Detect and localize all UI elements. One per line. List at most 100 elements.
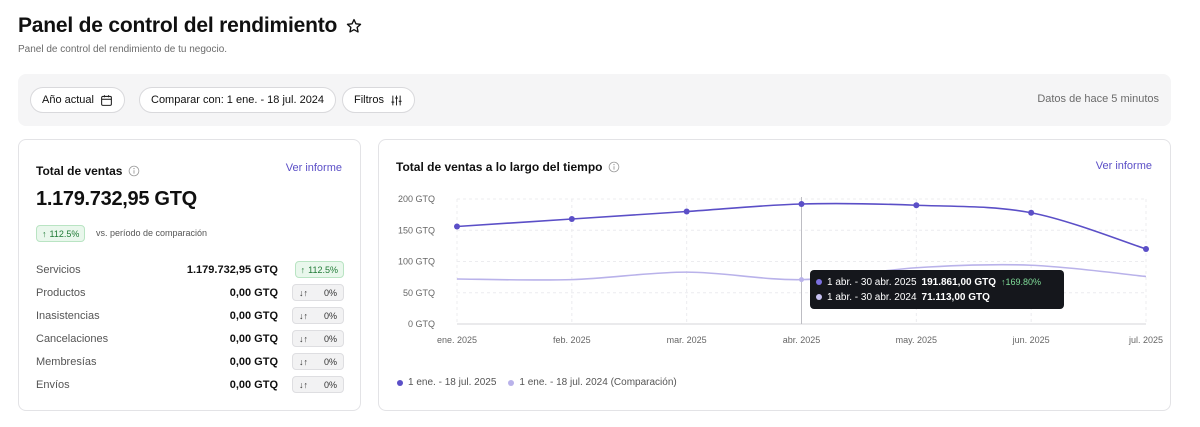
breakdown-row: Envíos 0,00 GTQ ↓↑ 0% xyxy=(36,376,344,394)
x-tick-label: may. 2025 xyxy=(896,335,937,345)
total-sales-card: Total de ventas Ver informe 1.179.732,95… xyxy=(18,139,361,411)
sales-over-time-card: Total de ventas a lo largo del tiempo Ve… xyxy=(378,139,1171,411)
row-change: 0% xyxy=(323,356,337,367)
y-tick-label: 150 GTQ xyxy=(398,225,435,235)
row-value: 0,00 GTQ xyxy=(229,379,278,391)
tooltip-period: 1 abr. - 30 abr. 2024 xyxy=(827,291,917,303)
y-tick-label: 0 GTQ xyxy=(408,319,435,329)
x-tick-label: feb. 2025 xyxy=(553,335,591,345)
breakdown-row: Inasistencias 0,00 GTQ ↓↑ 0% xyxy=(36,307,344,325)
legend-item-comparison[interactable]: 1 ene. - 18 jul. 2024 (Comparación) xyxy=(508,377,677,388)
sales-over-time-title-text: Total de ventas a lo largo del tiempo xyxy=(396,160,603,174)
breakdown-row: Cancelaciones 0,00 GTQ ↓↑ 0% xyxy=(36,330,344,348)
sort-arrows-icon: ↓↑ xyxy=(299,379,308,390)
arrow-up-icon: ↑ xyxy=(300,264,306,275)
row-value: 0,00 GTQ xyxy=(229,310,278,322)
x-tick-label: jul. 2025 xyxy=(1128,335,1163,345)
row-change-badge: ↓↑ 0% xyxy=(292,376,344,393)
total-sales-value: 1.179.732,95 GTQ xyxy=(36,188,197,210)
row-change-badge: ↓↑ 0% xyxy=(292,307,344,324)
sales-line-chart[interactable]: 0 GTQ 50 GTQ 100 GTQ 150 GTQ 200 GTQ ene. 202… xyxy=(379,140,1172,370)
row-label: Servicios xyxy=(36,264,81,276)
legend-item-current[interactable]: 1 ene. - 18 jul. 2025 xyxy=(397,377,496,388)
data-point-current xyxy=(1143,246,1149,252)
y-tick-label: 200 GTQ xyxy=(398,194,435,204)
data-point-current xyxy=(913,202,920,209)
info-icon[interactable] xyxy=(128,165,140,177)
star-icon[interactable] xyxy=(345,17,363,35)
compare-button[interactable]: Comparar con: 1 ene. - 18 jul. 2024 xyxy=(139,87,337,113)
page-title: Panel de control del rendimiento xyxy=(18,14,363,38)
breakdown-row: Productos 0,00 GTQ ↓↑ 0% xyxy=(36,284,344,302)
row-change-badge: ↓↑ 0% xyxy=(292,353,344,370)
row-label: Inasistencias xyxy=(36,310,100,322)
x-tick-label: abr. 2025 xyxy=(783,335,821,345)
y-tick-label: 50 GTQ xyxy=(403,288,435,298)
sort-arrows-icon: ↓↑ xyxy=(299,310,308,321)
tooltip-period: 1 abr. - 30 abr. 2025 xyxy=(827,276,917,288)
row-label: Membresías xyxy=(36,356,97,368)
breakdown-row: Membresías 0,00 GTQ ↓↑ 0% xyxy=(36,353,344,371)
page-subtitle: Panel de control del rendimiento de tu n… xyxy=(18,44,228,55)
row-value: 0,00 GTQ xyxy=(229,356,278,368)
chart-legend: 1 ene. - 18 jul. 2025 1 ene. - 18 jul. 2… xyxy=(397,377,677,388)
arrow-up-icon: ↑ xyxy=(42,228,47,239)
data-point-current xyxy=(1028,209,1035,216)
row-change: 0% xyxy=(323,333,337,344)
tooltip-value: 71.113,00 GTQ xyxy=(921,291,990,303)
filters-label: Filtros xyxy=(354,94,384,106)
toolbar: Año actual Comparar con: 1 ene. - 18 jul… xyxy=(18,74,1171,126)
year-select-button[interactable]: Año actual xyxy=(30,87,125,113)
legend-label: 1 ene. - 18 jul. 2024 (Comparación) xyxy=(519,377,677,388)
total-sales-report-link[interactable]: Ver informe xyxy=(285,162,342,174)
legend-label: 1 ene. - 18 jul. 2025 xyxy=(408,377,497,388)
tooltip-value: 191.861,00 GTQ xyxy=(921,276,997,288)
page-title-text: Panel de control del rendimiento xyxy=(18,14,338,37)
sort-arrows-icon: ↓↑ xyxy=(299,356,308,367)
row-change: 112.5% xyxy=(308,264,338,275)
data-freshness-text: Datos de hace 5 minutos xyxy=(1037,93,1159,105)
row-value: 0,00 GTQ xyxy=(229,287,278,299)
total-sales-title-text: Total de ventas xyxy=(36,164,123,178)
sales-over-time-title: Total de ventas a lo largo del tiempo xyxy=(396,160,620,174)
data-point-comparison xyxy=(799,277,804,283)
row-change-badge: ↓↑ 0% xyxy=(292,284,344,301)
legend-dot xyxy=(397,379,403,386)
y-tick-label: 100 GTQ xyxy=(398,257,435,267)
data-point-current xyxy=(568,216,575,222)
tooltip-row-current: 1 abr. - 30 abr. 2025 191.861,00 GTQ ↑16… xyxy=(816,275,1041,289)
tooltip-row-previous: 1 abr. - 30 abr. 2024 71.113,00 GTQ xyxy=(816,290,990,304)
row-change: 0% xyxy=(323,379,337,390)
sales-over-time-report-link[interactable]: Ver informe xyxy=(1095,160,1152,172)
total-sales-title: Total de ventas xyxy=(36,164,140,178)
row-label: Productos xyxy=(36,287,86,299)
row-change: 0% xyxy=(323,287,337,298)
legend-dot xyxy=(508,379,515,386)
comparison-text: vs. período de comparación xyxy=(96,228,208,238)
tooltip-dot xyxy=(816,279,822,285)
total-sales-change: 112.5% xyxy=(49,228,80,239)
row-change: 0% xyxy=(323,310,337,321)
sliders-icon xyxy=(391,95,402,105)
sort-arrows-icon: ↓↑ xyxy=(299,333,308,344)
compare-label: Comparar con: 1 ene. - 18 jul. 2024 xyxy=(151,94,325,106)
row-value: 1.179.732,95 GTQ xyxy=(186,264,278,276)
x-tick-label: ene. 2025 xyxy=(437,335,477,345)
data-point-current xyxy=(798,201,805,207)
year-select-label: Año actual xyxy=(42,94,94,106)
chart-tooltip: 1 abr. - 30 abr. 2025 191.861,00 GTQ ↑16… xyxy=(810,270,1064,309)
x-tick-label: mar. 2025 xyxy=(667,335,707,345)
data-point-current xyxy=(683,208,690,215)
tooltip-dot xyxy=(816,294,822,300)
x-tick-label: jun. 2025 xyxy=(1012,335,1050,345)
filters-button[interactable]: Filtros xyxy=(342,87,415,113)
calendar-icon xyxy=(101,94,112,106)
info-icon[interactable] xyxy=(608,161,620,173)
row-change-badge: ↑ 112.5% xyxy=(294,261,344,278)
row-change-badge: ↓↑ 0% xyxy=(292,330,344,347)
row-label: Cancelaciones xyxy=(36,333,109,345)
total-sales-change-badge: ↑ 112.5% xyxy=(36,225,86,242)
row-value: 0,00 GTQ xyxy=(229,333,278,345)
row-label: Envíos xyxy=(36,379,70,391)
tooltip-change-value: 169.80% xyxy=(1005,277,1042,287)
